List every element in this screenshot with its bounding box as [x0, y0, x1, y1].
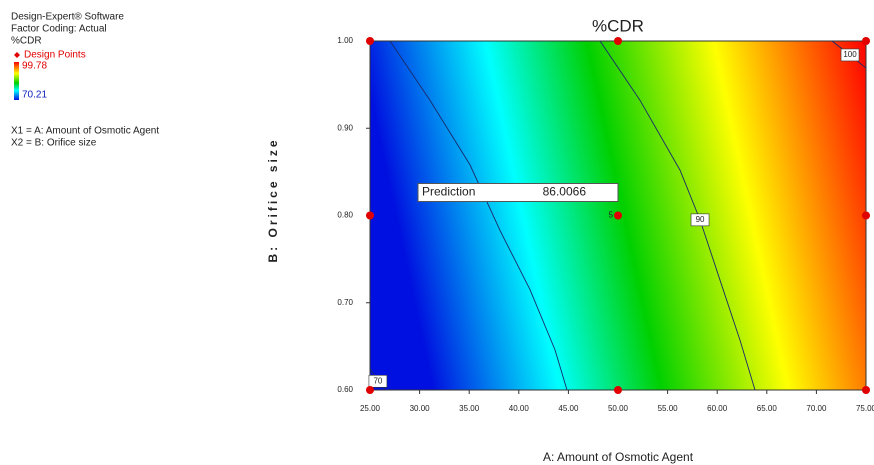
contour-label: 70	[373, 376, 382, 385]
x-axis-label: A: Amount of Osmotic Agent	[543, 450, 694, 464]
design-point	[366, 37, 374, 45]
prediction-box	[417, 183, 619, 202]
x-tick-label: 35.00	[459, 404, 480, 413]
design-point	[862, 211, 870, 220]
x-tick-label: 50.00	[608, 404, 629, 413]
legend-max: 99.78	[22, 61, 47, 72]
design-point	[366, 211, 374, 220]
contour-label-box	[840, 48, 860, 62]
contour-line	[389, 40, 568, 391]
legend-marker	[14, 52, 20, 58]
x-tick-label: 40.00	[509, 404, 530, 413]
factor: X2 = B: Orifice size	[11, 138, 97, 149]
design-point	[862, 37, 870, 45]
x-tick-label: 55.00	[658, 404, 679, 413]
response: %CDR	[11, 36, 42, 47]
legend-min: 70.21	[22, 90, 47, 101]
color-bar	[14, 62, 19, 100]
prediction-label: Prediction	[422, 185, 475, 199]
y-tick-label: 0.70	[337, 298, 353, 307]
design-point	[614, 386, 622, 394]
design-point	[366, 386, 374, 394]
point-label: 5	[609, 211, 614, 220]
factor-coding: Factor Coding: Actual	[11, 24, 107, 35]
x-tick-label: 45.00	[558, 404, 579, 413]
y-tick-label: 0.60	[337, 385, 353, 394]
x-tick-label: 25.00	[360, 404, 381, 413]
x-tick-label: 70.00	[806, 404, 827, 413]
factor: X1 = A: Amount of Osmotic Agent	[11, 126, 159, 137]
y-axis-label: B: Orifice size	[266, 137, 280, 262]
x-tick-label: 75.00	[856, 404, 874, 413]
prediction-value: 86.0066	[543, 185, 587, 199]
design-point	[614, 211, 622, 220]
x-tick-label: 60.00	[707, 404, 728, 413]
y-tick-label: 0.80	[337, 211, 353, 220]
contour-label: 100	[843, 50, 857, 59]
design-point	[614, 37, 622, 45]
software: Design-Expert® Software	[11, 12, 124, 23]
x-tick-label: 65.00	[757, 404, 778, 413]
contour-label: 90	[696, 215, 705, 224]
legend-design-points: Design Points	[24, 50, 86, 61]
y-tick-label: 0.90	[337, 123, 353, 132]
design-point	[862, 386, 870, 394]
chart-title: %CDR	[592, 16, 644, 35]
y-tick-label: 1.00	[337, 36, 353, 45]
contour-label-box	[690, 213, 710, 227]
x-tick-label: 30.00	[410, 404, 431, 413]
contour-label-box	[368, 374, 388, 388]
